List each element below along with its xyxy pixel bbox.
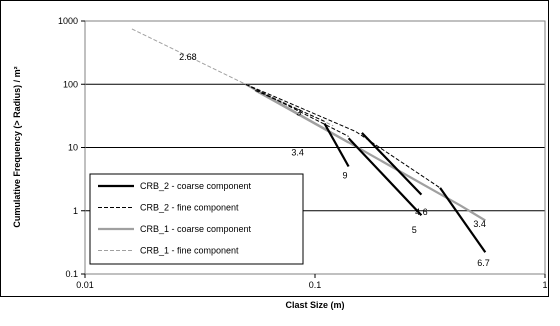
series-0-line-1 [347, 137, 423, 216]
series-2-line-1 [254, 89, 350, 144]
legend-label-1: CRB_2 - fine component [140, 203, 239, 213]
slope-annotation: 2.68 [179, 52, 197, 62]
y-tick-label: 10 [68, 143, 78, 153]
slope-annotation: 3.4 [291, 147, 304, 157]
series-0-line-3 [439, 187, 487, 253]
slope-annotation: 5 [412, 225, 417, 235]
y-tick-label: 1000 [58, 16, 78, 26]
legend-label-3: CRB_1 - fine component [140, 246, 239, 256]
legend-label-0: CRB_2 - coarse component [140, 181, 252, 191]
slope-annotation: 9 [342, 171, 347, 181]
x-tick-label: 0.1 [309, 280, 322, 290]
series-0-line-0 [323, 122, 350, 168]
slope-annotation: 3 [296, 107, 301, 117]
slope-annotation: 4.6 [415, 207, 428, 217]
legend-box [89, 173, 304, 265]
series-1-line-2 [255, 89, 325, 122]
series-layer [131, 28, 487, 253]
series-1-line-0 [245, 83, 441, 189]
legend-label-2: CRB_1 - coarse component [140, 224, 252, 234]
x-axis-title: Clast Size (m) [285, 300, 344, 310]
y-tick-label: 100 [63, 79, 78, 89]
series-0-line-2 [361, 132, 423, 196]
legend: CRB_2 - coarse component CRB_2 - fine com… [89, 173, 304, 265]
y-tick-label: 1 [73, 206, 78, 216]
series-1-line-1 [245, 83, 349, 137]
x-tick-label: 0.01 [76, 280, 94, 290]
x-tick-label: 1 [542, 280, 547, 290]
y-axis-title: Cumulative Frequency (> Radius) / m² [12, 66, 22, 227]
slope-annotation: 3.4 [473, 219, 486, 229]
slope-annotation: 6.7 [477, 258, 490, 268]
annotations: 2.68 3 3.4 9 4.6 5 3.4 6.7 [179, 52, 490, 268]
y-tick-label: 0.1 [65, 269, 78, 279]
